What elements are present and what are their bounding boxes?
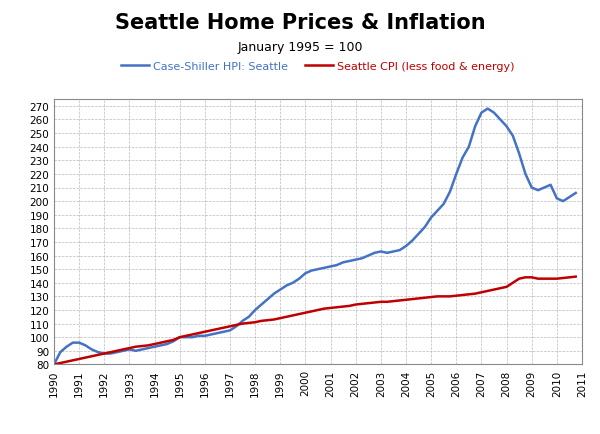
Seattle CPI (less food & energy) — [472, 291, 479, 296]
Line: Seattle CPI (less food & energy): Seattle CPI (less food & energy) — [54, 277, 576, 365]
Text: January 1995 = 100: January 1995 = 100 — [237, 41, 363, 54]
Case-Shiller HPI: Seattle: (2.01e+03, 207): Seattle: (2.01e+03, 207) — [446, 190, 454, 195]
Case-Shiller HPI: Seattle: (1.99e+03, 94): Seattle: (1.99e+03, 94) — [82, 343, 89, 348]
Case-Shiller HPI: Seattle: (1.99e+03, 80): Seattle: (1.99e+03, 80) — [50, 362, 58, 367]
Seattle CPI (less food & energy) — [283, 315, 290, 320]
Case-Shiller HPI: Seattle: (2.01e+03, 268): Seattle: (2.01e+03, 268) — [484, 107, 491, 112]
Case-Shiller HPI: Seattle: (2.01e+03, 206): Seattle: (2.01e+03, 206) — [572, 191, 580, 196]
Seattle CPI (less food & energy) — [50, 362, 58, 367]
Seattle CPI (less food & energy) — [56, 361, 64, 366]
Case-Shiller HPI: Seattle: (2e+03, 138): Seattle: (2e+03, 138) — [283, 283, 290, 289]
Text: Seattle Home Prices & Inflation: Seattle Home Prices & Inflation — [115, 13, 485, 33]
Line: Case-Shiller HPI: Seattle: Case-Shiller HPI: Seattle — [54, 109, 576, 365]
Case-Shiller HPI: Seattle: (2e+03, 149): Seattle: (2e+03, 149) — [308, 268, 316, 273]
Seattle CPI (less food & energy) — [446, 294, 454, 299]
Case-Shiller HPI: Seattle: (2.01e+03, 255): Seattle: (2.01e+03, 255) — [472, 125, 479, 130]
Seattle CPI (less food & energy) — [308, 309, 316, 314]
Legend: Case-Shiller HPI: Seattle, Seattle CPI (less food & energy): Case-Shiller HPI: Seattle, Seattle CPI (… — [117, 58, 519, 76]
Seattle CPI (less food & energy) — [572, 274, 580, 279]
Seattle CPI (less food & energy) — [82, 355, 89, 360]
Case-Shiller HPI: Seattle: (1.99e+03, 89): Seattle: (1.99e+03, 89) — [56, 350, 64, 355]
